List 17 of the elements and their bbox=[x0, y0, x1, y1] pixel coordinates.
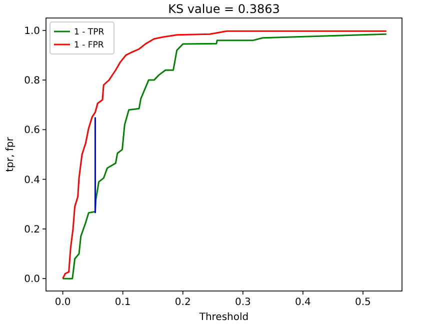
y-tick-label: 0.2 bbox=[24, 224, 40, 236]
legend-label: 1 - TPR bbox=[74, 28, 104, 38]
x-axis-title: Threshold bbox=[198, 312, 249, 323]
chart-title: KS value = 0.3863 bbox=[168, 2, 280, 16]
y-tick-label: 0.8 bbox=[24, 76, 40, 87]
x-tick-label: 0.0 bbox=[54, 297, 71, 308]
y-tick-label: 0.4 bbox=[24, 174, 40, 186]
x-tick-label: 0.1 bbox=[114, 297, 131, 308]
x-tick-label: 0.2 bbox=[174, 297, 191, 308]
y-axis-title: tpr, fpr bbox=[5, 136, 16, 172]
x-tick-label: 0.5 bbox=[355, 297, 371, 308]
y-tick-label: 0.0 bbox=[24, 274, 40, 286]
y-tick-label: 1.0 bbox=[24, 26, 40, 37]
x-tick-label: 0.4 bbox=[294, 297, 311, 308]
x-tick-label: 0.3 bbox=[234, 297, 251, 308]
legend-label: 1 - FPR bbox=[74, 40, 104, 50]
y-tick-label: 0.6 bbox=[24, 125, 40, 136]
